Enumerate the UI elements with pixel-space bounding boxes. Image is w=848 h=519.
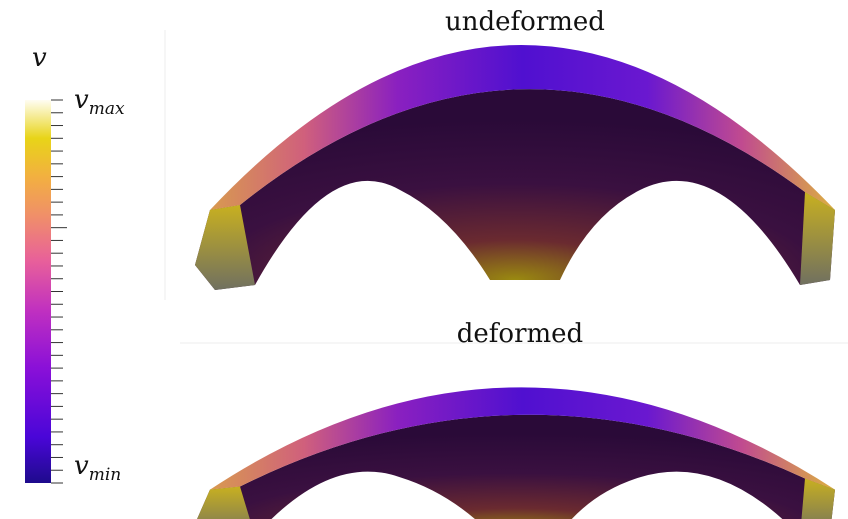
- undeformed-shape: [195, 45, 835, 290]
- colorbar-max-label: vmax: [74, 85, 125, 119]
- panel-title: deformed: [457, 319, 583, 349]
- colorbar-ticks: [51, 99, 67, 484]
- deformed-shape: [195, 387, 835, 519]
- colorbar-min-label: vmin: [74, 451, 121, 485]
- panel-title: undeformed: [445, 7, 605, 37]
- colorbar: [25, 100, 51, 483]
- colorbar-symbol: v: [32, 43, 47, 73]
